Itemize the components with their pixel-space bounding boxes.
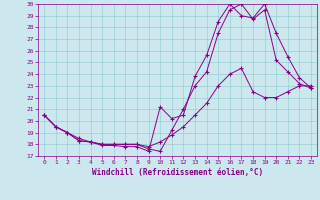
- X-axis label: Windchill (Refroidissement éolien,°C): Windchill (Refroidissement éolien,°C): [92, 168, 263, 177]
